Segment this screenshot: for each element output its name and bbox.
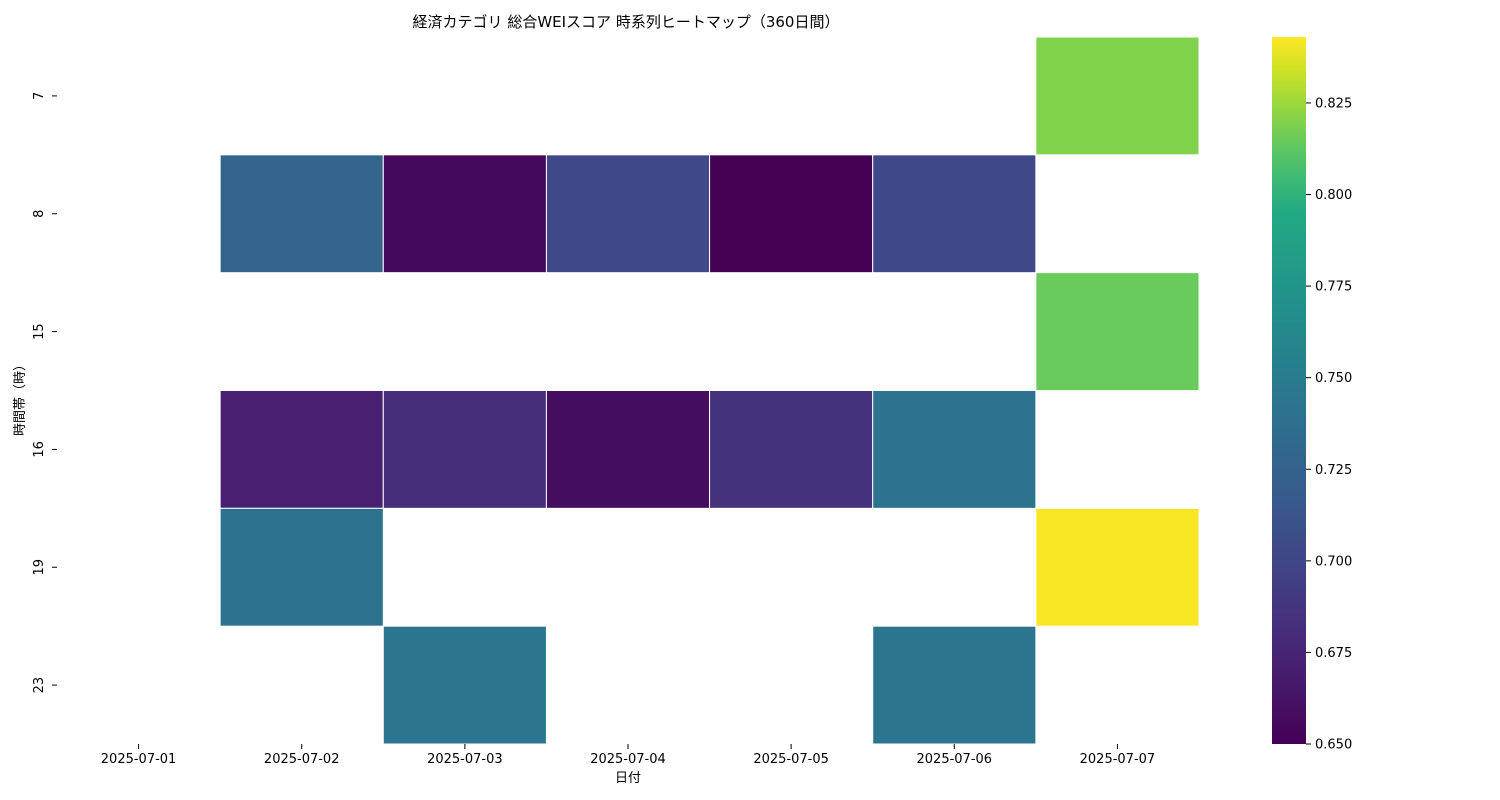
colorbar-ticks: 0.650 0.675 0.700 0.725 0.750 0.775 0.800 0.825	[1306, 96, 1352, 753]
heatmap-cell-19-2025-07-02	[219, 507, 384, 627]
colorbar-tick-label: 0.650	[1315, 738, 1352, 753]
colorbar-tick-label: 0.800	[1315, 188, 1352, 203]
heatmap-cell-16-2025-07-03	[382, 390, 547, 509]
y-tick-label: 23	[32, 677, 47, 694]
colorbar-tick-label: 0.675	[1315, 646, 1352, 661]
heatmap-cell-19-2025-07-07	[1035, 507, 1200, 627]
y-tick-label: 16	[32, 441, 47, 458]
y-tick-label: 19	[32, 559, 47, 576]
y-tick-label: 15	[32, 323, 47, 340]
x-tick-label: 2025-07-07	[1080, 752, 1156, 767]
heatmap-cell-8-2025-07-02	[219, 154, 384, 274]
y-axis-label: 時間帯（時）	[13, 358, 28, 436]
x-axis-ticks: 2025-07-01 2025-07-02 2025-07-03 2025-07-04…	[101, 744, 1155, 767]
heatmap-cell-16-2025-07-05	[709, 390, 874, 509]
colorbar-tick-label: 0.725	[1315, 463, 1352, 478]
heatmap-cell-16-2025-07-02	[219, 390, 384, 509]
colorbar-tick-label: 0.775	[1315, 280, 1352, 295]
heatmap-cell-23-2025-07-06	[872, 625, 1037, 745]
x-tick-label: 2025-07-02	[264, 752, 340, 767]
heatmap-cell-16-2025-07-06	[872, 390, 1037, 509]
x-tick-label: 2025-07-06	[917, 752, 993, 767]
y-tick-label: 8	[32, 210, 47, 218]
heatmap-cell-15-2025-07-07	[1035, 272, 1200, 391]
heatmap-cell-8-2025-07-06	[872, 154, 1037, 274]
heatmap-cell-8-2025-07-05	[709, 154, 874, 274]
x-axis-label: 日付	[615, 771, 641, 786]
y-tick-label: 7	[32, 92, 47, 100]
x-tick-label: 2025-07-01	[101, 752, 177, 767]
heatmap-cells	[219, 36, 1200, 745]
heatmap-cell-8-2025-07-03	[382, 154, 547, 274]
heatmap-cell-23-2025-07-03	[382, 625, 547, 745]
colorbar-tick-label: 0.825	[1315, 96, 1352, 111]
chart-title: 経済カテゴリ 総合WEIスコア 時系列ヒートマップ（360日間）	[413, 13, 840, 31]
y-axis-ticks: 7 8 15 16 19 23	[32, 92, 57, 694]
colorbar	[1272, 37, 1306, 744]
x-tick-label: 2025-07-04	[590, 752, 666, 767]
heatmap-cell-7-2025-07-07	[1035, 36, 1200, 156]
heatmap-cell-8-2025-07-04	[545, 154, 711, 274]
x-tick-label: 2025-07-05	[753, 752, 829, 767]
heatmap-cell-16-2025-07-04	[545, 390, 711, 509]
colorbar-tick-label: 0.750	[1315, 371, 1352, 386]
x-tick-label: 2025-07-03	[427, 752, 503, 767]
colorbar-tick-label: 0.700	[1315, 554, 1352, 569]
